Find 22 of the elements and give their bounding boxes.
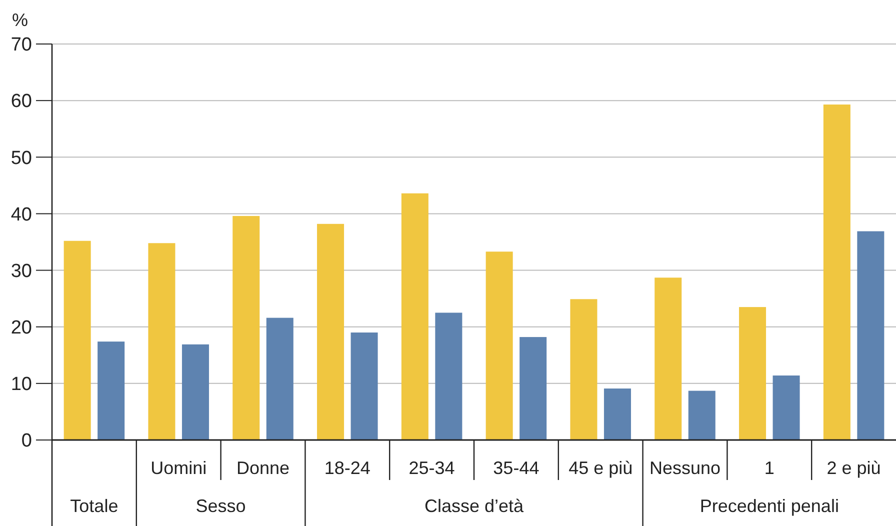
x-tick-label: 2 e più (826, 458, 881, 478)
text: Totale (70, 496, 118, 516)
y-tick-label: 70 (10, 34, 32, 56)
text: Precedenti penali (700, 496, 839, 516)
y-tick-label: 0 (21, 430, 32, 452)
x-tick-label: Uomini (150, 458, 207, 478)
y-tick-label: 60 (10, 91, 32, 112)
y-tick-label: 10 (10, 374, 32, 396)
text: Sesso (196, 496, 246, 516)
y-tick-label: 40 (10, 204, 32, 226)
x-tick-label: 35-44 (493, 458, 540, 478)
y-tick-label: 20 (10, 318, 32, 339)
x-tick-label: Donne (236, 458, 290, 478)
x-tick-label: Nessuno (649, 458, 721, 478)
x-tick-label: 1 (764, 458, 774, 478)
x-tick-label: 25-34 (408, 458, 455, 478)
y-axis-title: % (12, 10, 28, 30)
x-tick-label: 18-24 (324, 458, 370, 478)
x-tick-label: 45 e più (568, 458, 633, 478)
y-tick-label: 50 (10, 148, 32, 169)
text: Classe d’età (424, 496, 525, 516)
y-tick-label: 30 (10, 260, 32, 282)
